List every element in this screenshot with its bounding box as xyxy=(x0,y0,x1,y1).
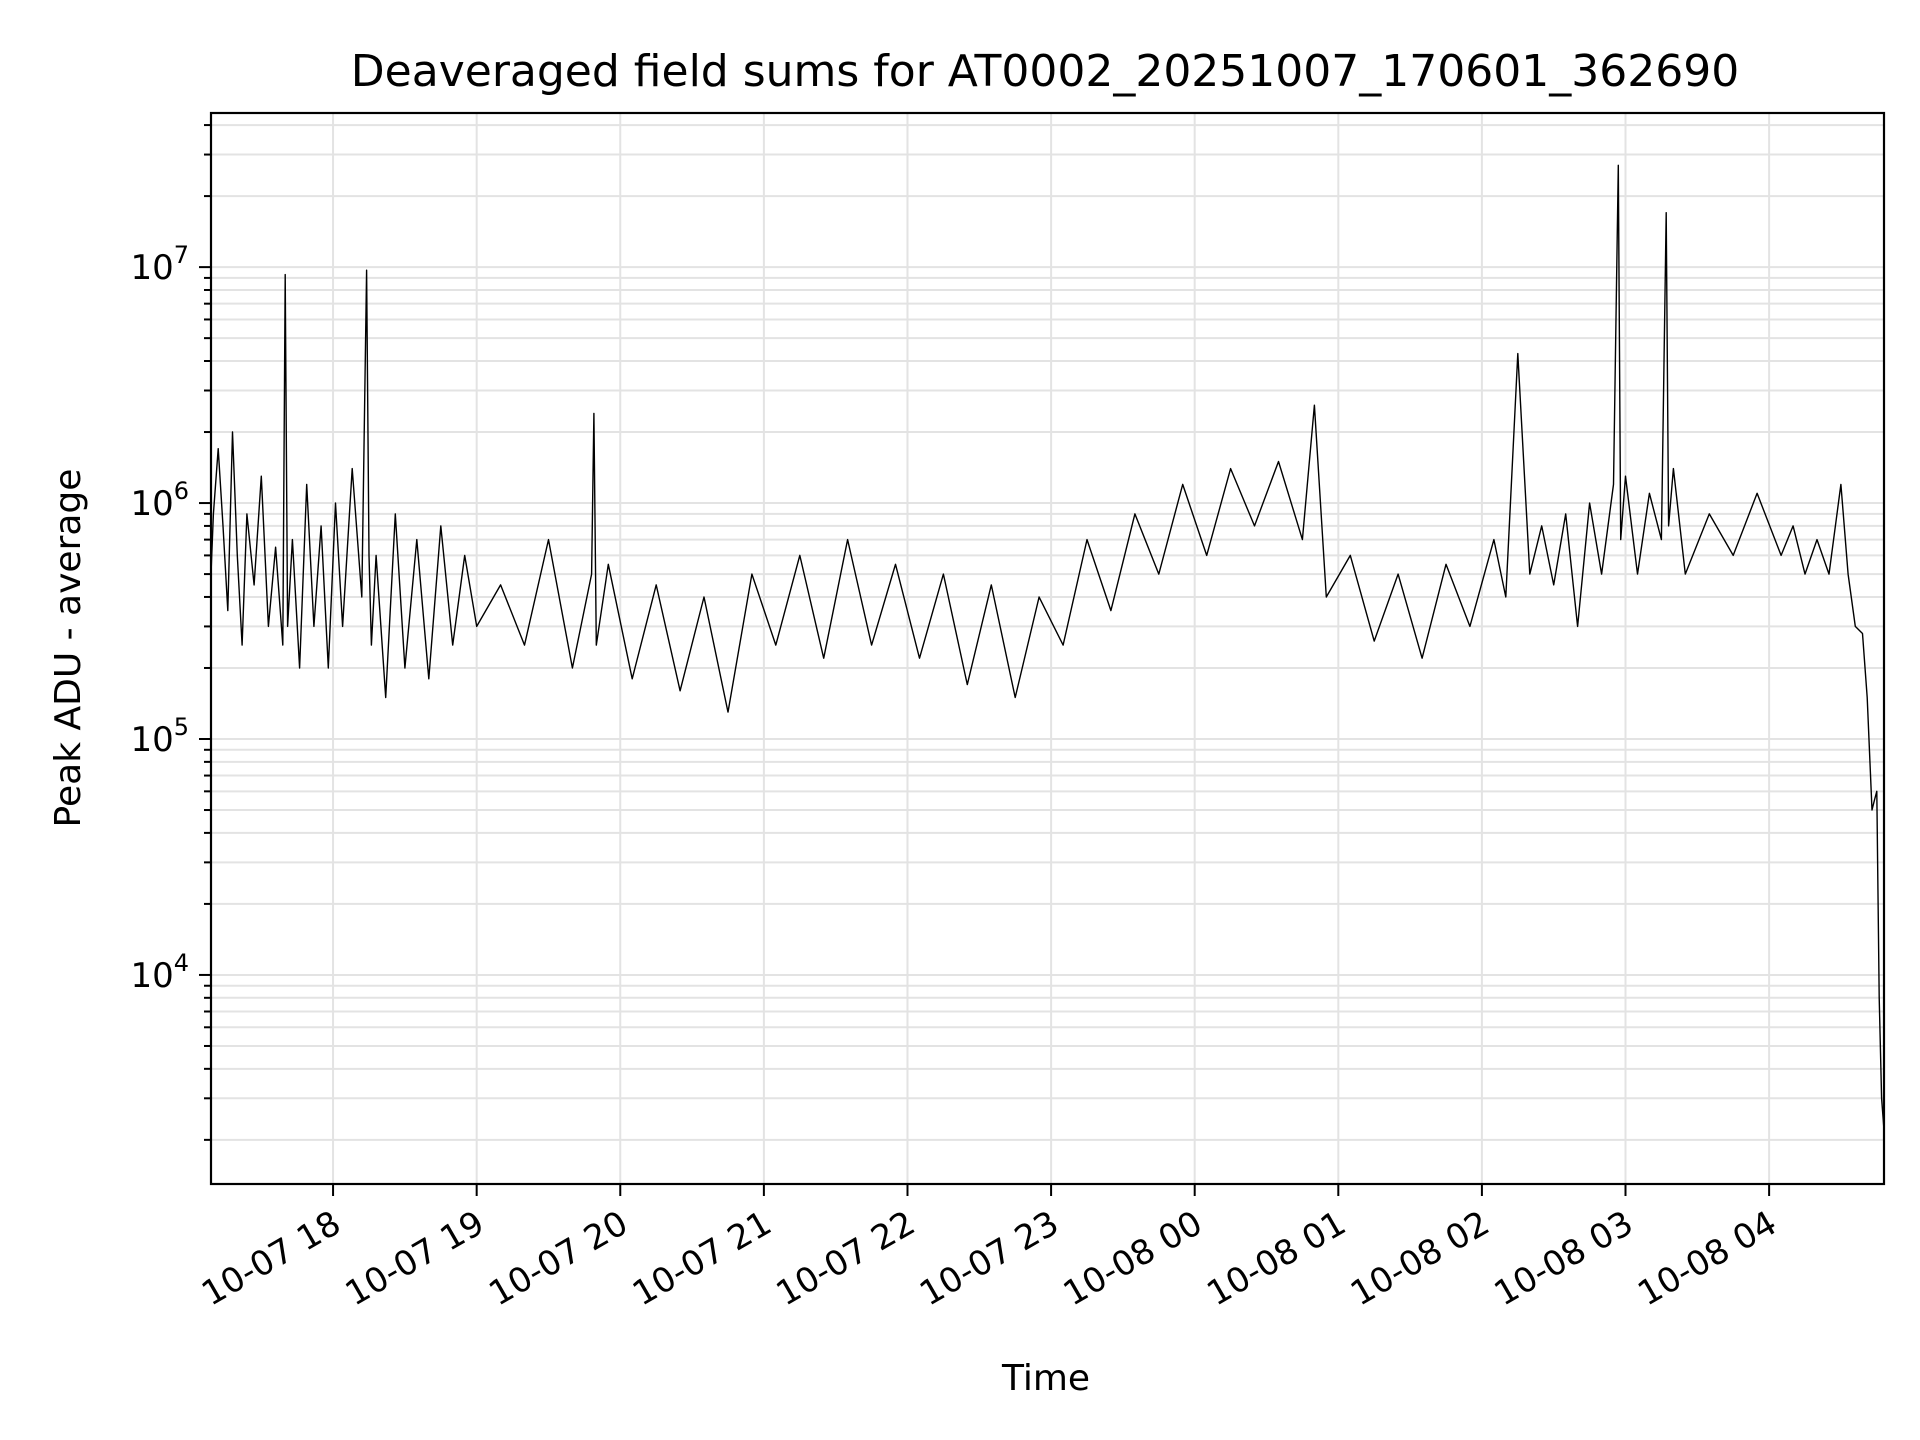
y-tick-label-base: 10 xyxy=(130,956,173,996)
x-axis-label: Time xyxy=(1001,1358,1090,1399)
y-tick-label-exponent: 4 xyxy=(174,949,189,977)
y-tick-label-base: 10 xyxy=(130,720,173,760)
y-tick-label-exponent: 6 xyxy=(174,477,189,505)
y-tick-label-base: 10 xyxy=(130,248,173,288)
y-axis-label: Peak ADU - average xyxy=(48,469,89,828)
plot-layer xyxy=(210,164,1885,1131)
grid-layer xyxy=(211,113,1884,1184)
y-tick-label-exponent: 7 xyxy=(174,241,189,269)
series-line xyxy=(210,164,1885,1131)
y-tick-label: 104 xyxy=(130,949,189,996)
chart-title: Deaveraged field sums for AT0002_2025100… xyxy=(351,46,1739,97)
plot-frame xyxy=(209,111,1886,1186)
y-tick-label-exponent: 5 xyxy=(174,713,189,741)
y-tick-label: 105 xyxy=(130,713,189,760)
y-tick-label: 106 xyxy=(130,477,189,524)
y-tick-label-base: 10 xyxy=(130,484,173,524)
y-tick-label: 107 xyxy=(130,241,189,288)
